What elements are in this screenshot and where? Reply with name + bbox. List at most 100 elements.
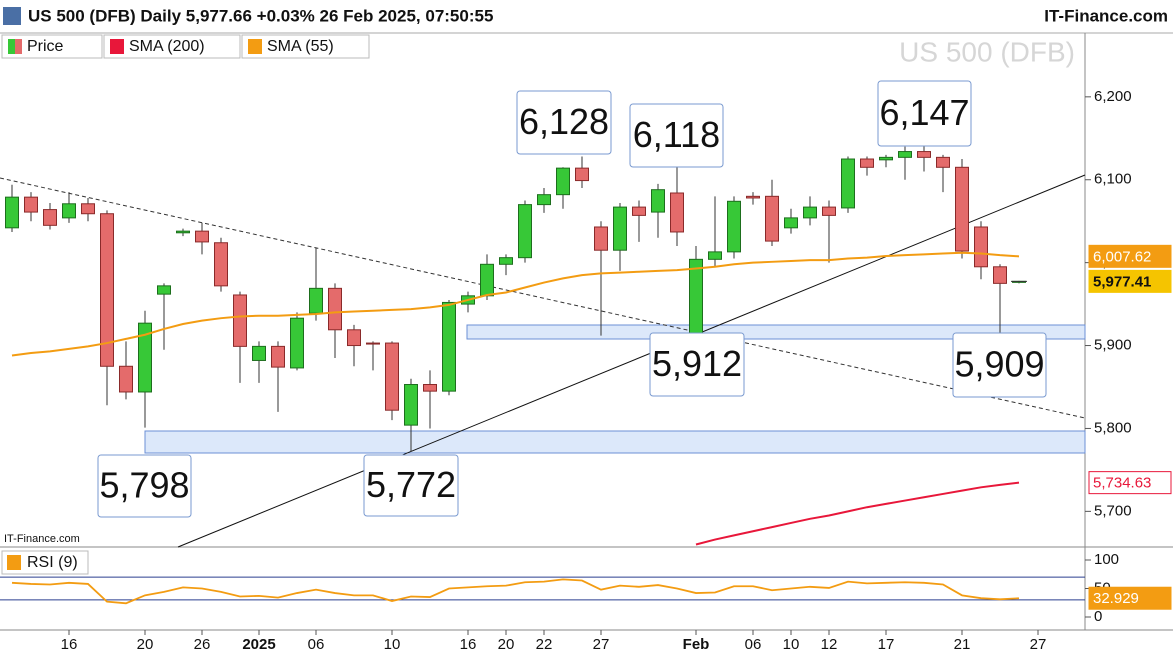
candle-body [290, 317, 304, 369]
legend-label: SMA (200) [129, 38, 205, 55]
x-tick-label: 2025 [242, 636, 275, 653]
rsi-tick-label: 0 [1094, 608, 1102, 625]
candle-body [841, 158, 855, 209]
logo [3, 7, 21, 25]
legend-item: SMA (200) [103, 34, 241, 59]
legend-swatch [8, 39, 15, 54]
candle-body [309, 287, 323, 314]
price-tag-label: 32.929 [1093, 590, 1139, 607]
candle-body [499, 257, 513, 265]
x-tick-label: 16 [61, 636, 78, 653]
candle-body [917, 151, 931, 158]
annotation-box [363, 454, 459, 517]
candle-body [176, 230, 190, 234]
x-tick-label: 17 [878, 636, 895, 653]
annotation-box [629, 103, 724, 168]
chart-title: US 500 (DFB) Daily 5,977.66 +0.03% 26 Fe… [28, 6, 493, 25]
y-tick-label: 6,100 [1094, 171, 1132, 188]
candle-body [43, 209, 57, 226]
x-tick-label: Feb [683, 636, 710, 653]
legend-swatch [110, 39, 124, 54]
legend-swatch [248, 39, 262, 54]
candle-body [784, 217, 798, 229]
candle-body [404, 384, 418, 426]
header-bar [0, 0, 1173, 33]
legend-item: SMA (55) [241, 34, 370, 59]
annotation: 6,147 [879, 92, 969, 133]
candle-body [879, 156, 893, 161]
annotation-box [952, 332, 1047, 398]
candle-body [271, 345, 285, 368]
annotation-box [516, 90, 612, 155]
sma-line [11, 251, 1020, 357]
candle-body [955, 166, 969, 252]
candle-body [347, 329, 361, 347]
x-tick-label: 21 [954, 636, 971, 653]
trend-line [0, 177, 1086, 419]
y-tick-label: 5,900 [1094, 337, 1132, 354]
annotation: 5,909 [954, 344, 1044, 385]
legend-label: Price [27, 38, 64, 55]
candle-body [670, 192, 684, 233]
candle-body [214, 242, 228, 287]
candle-body [860, 158, 874, 168]
rsi-tick-label: 100 [1094, 551, 1119, 568]
candle-body [62, 203, 76, 219]
legend-box [1, 550, 89, 575]
candle-body [803, 206, 817, 219]
x-tick-label: 20 [137, 636, 154, 653]
legend-box [1, 34, 103, 59]
candle-body [594, 226, 608, 251]
support-zone [466, 324, 1086, 340]
candle-body [157, 285, 171, 295]
candle-body [480, 263, 494, 297]
candle-body [936, 156, 950, 168]
candle-body [138, 322, 152, 393]
candle-body [613, 206, 627, 251]
plot-area [5, 140, 1026, 546]
candle-body [689, 258, 703, 334]
x-tick-label: 16 [460, 636, 477, 653]
candle-body [537, 194, 551, 206]
rsi-line [11, 578, 1020, 605]
candle-body [328, 287, 342, 331]
candle-body [632, 206, 646, 216]
annotation: 6,118 [633, 114, 720, 155]
candle-body [974, 226, 988, 268]
candle-body [119, 365, 133, 393]
candle-body [556, 167, 570, 196]
trend-line [177, 174, 1086, 548]
annotation-box [649, 332, 745, 397]
candle-body [195, 230, 209, 243]
x-tick-label: 12 [821, 636, 838, 653]
annotation: 6,128 [519, 101, 609, 142]
candle-body [518, 204, 532, 259]
x-tick-label: 27 [593, 636, 610, 653]
candle-body [822, 206, 836, 216]
legend-box [241, 34, 370, 59]
sma-line [695, 481, 1020, 546]
price-tag [1088, 269, 1172, 293]
candle-body [385, 342, 399, 411]
legend-item: Price [1, 34, 103, 59]
support-zone [144, 430, 1086, 454]
candle-body [575, 167, 589, 182]
legend-swatch [15, 39, 22, 54]
annotation-box [97, 454, 192, 518]
x-tick-label: 10 [783, 636, 800, 653]
x-tick-label: 06 [745, 636, 762, 653]
candle-body [765, 195, 779, 242]
y-tick-label: 6,200 [1094, 88, 1132, 105]
price-tag [1088, 586, 1172, 610]
candle-body [442, 301, 456, 392]
candle-body [252, 345, 266, 361]
candle-body [5, 196, 19, 229]
x-tick-label: 10 [384, 636, 401, 653]
x-tick-label: 20 [498, 636, 515, 653]
candle-body [898, 151, 912, 158]
candle-body [423, 384, 437, 392]
candle-body [233, 294, 247, 347]
x-tick-label: 27 [1030, 636, 1047, 653]
price-tag-label: 6,007.62 [1093, 248, 1151, 265]
